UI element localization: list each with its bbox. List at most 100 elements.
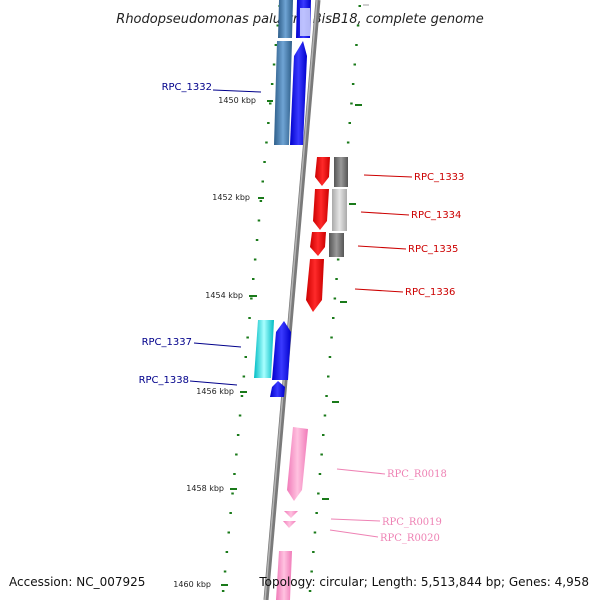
rna-bottom[interactable] bbox=[276, 551, 292, 600]
forward-cds-rpc-1337[interactable] bbox=[272, 321, 291, 380]
tick-dot bbox=[231, 492, 234, 495]
tick-dot bbox=[246, 336, 249, 339]
tick-dot bbox=[320, 453, 323, 456]
tick-marks-left bbox=[221, 5, 281, 592]
tick-label-1452: 1452 kbp bbox=[212, 193, 250, 202]
gene-label-rpc-r0019[interactable]: RPC_R0019 bbox=[382, 517, 442, 528]
tick-dot bbox=[318, 473, 322, 475]
tick-dot bbox=[336, 258, 340, 261]
gene-label-rpc-1335[interactable]: RPC_1335 bbox=[408, 244, 458, 255]
tick-dot bbox=[236, 434, 240, 436]
tick-dot bbox=[235, 453, 238, 456]
genome-backbone-highlight bbox=[264, 0, 318, 600]
tick-label-1450: 1450 kbp bbox=[218, 96, 256, 105]
tick-dot bbox=[327, 375, 330, 378]
tick-dot bbox=[248, 317, 251, 319]
tick-label-1454: 1454 kbp bbox=[205, 291, 243, 300]
tick-dot bbox=[312, 551, 315, 553]
gene-label-rpc-r0020[interactable]: RPC_R0020 bbox=[380, 533, 440, 544]
tick-dot bbox=[323, 414, 327, 417]
tick-dot bbox=[272, 63, 276, 66]
tick-dot bbox=[315, 512, 318, 514]
tick-dot bbox=[313, 531, 317, 534]
tick-dot bbox=[346, 141, 350, 144]
reverse-cds-rpc-1333[interactable] bbox=[315, 157, 330, 186]
selection-highlight bbox=[300, 8, 310, 36]
tick-dot bbox=[274, 44, 278, 46]
tick-dot bbox=[221, 590, 225, 592]
tick-dot bbox=[223, 570, 227, 573]
tick-dot bbox=[335, 278, 338, 280]
tick-dot bbox=[244, 356, 247, 358]
tick-dot bbox=[328, 356, 332, 358]
tick-dot bbox=[308, 590, 312, 592]
accession-text: Accession: NC_007925 bbox=[9, 575, 145, 589]
tick-dot bbox=[252, 278, 255, 280]
leader-line-rpc-1332 bbox=[212, 89, 262, 93]
rna-rpc-r0020[interactable] bbox=[283, 521, 296, 528]
separator-mark bbox=[363, 4, 369, 6]
rna-rpc-r0019[interactable] bbox=[284, 511, 298, 518]
tick-dot bbox=[276, 24, 279, 27]
tick-dot bbox=[242, 375, 246, 378]
tick-dot bbox=[332, 317, 335, 319]
blast-hit-rpc-1337[interactable] bbox=[254, 320, 274, 378]
reverse-cds-rpc-1334[interactable] bbox=[313, 189, 329, 230]
tick-dot bbox=[255, 239, 259, 241]
reverse-cds-rpc-1336[interactable] bbox=[306, 259, 324, 312]
gene-label-rpc-1332[interactable]: RPC_1332 bbox=[162, 82, 212, 93]
tick-dot bbox=[267, 122, 270, 124]
tick-dot bbox=[229, 512, 232, 514]
blast-hit-top[interactable] bbox=[278, 0, 293, 38]
gene-label-rpc-1333[interactable]: RPC_1333 bbox=[414, 172, 464, 183]
gene-label-rpc-1337[interactable]: RPC_1337 bbox=[142, 337, 192, 348]
tick-dot bbox=[330, 336, 333, 339]
tick-dot bbox=[253, 258, 257, 261]
tick-dot bbox=[310, 570, 313, 573]
tick-dot bbox=[250, 297, 253, 300]
leader-line-rpc-1337 bbox=[193, 342, 242, 348]
tick-dot bbox=[358, 5, 361, 7]
tick-dot bbox=[238, 414, 242, 417]
leader-line-rpc-1336 bbox=[354, 288, 404, 293]
major-ticks bbox=[221, 100, 362, 586]
summary-text: Topology: circular; Length: 5,513,844 bp… bbox=[258, 575, 589, 589]
tick-dot bbox=[356, 24, 360, 27]
blast-hit-rpc-1332[interactable] bbox=[274, 41, 292, 145]
leader-line-rpc-r0020 bbox=[329, 529, 379, 538]
forward-cds-rpc-1332[interactable] bbox=[290, 41, 307, 145]
tick-dot bbox=[333, 297, 337, 300]
forward-cds-rpc-1338[interactable] bbox=[270, 381, 285, 397]
blast-hit-rpc-1334[interactable] bbox=[332, 189, 347, 231]
tick-dot bbox=[269, 102, 272, 105]
tick-dot bbox=[351, 83, 355, 85]
leader-line-rpc-r0018 bbox=[336, 468, 386, 475]
tick-dot bbox=[259, 200, 263, 202]
tick-dot bbox=[261, 180, 264, 183]
blast-hit-rpc-1335[interactable] bbox=[329, 233, 344, 257]
tick-dot bbox=[227, 531, 230, 534]
leader-line-rpc-1334 bbox=[360, 211, 410, 216]
leader-line-rpc-1335 bbox=[357, 245, 407, 250]
rna-rpc-r0018[interactable] bbox=[287, 427, 308, 501]
tick-dot bbox=[353, 63, 356, 66]
leader-line-rpc-1333 bbox=[363, 174, 413, 178]
tick-dot bbox=[350, 102, 353, 105]
tick-dot bbox=[322, 434, 325, 436]
gene-label-rpc-r0018[interactable]: RPC_R0018 bbox=[387, 469, 447, 480]
reverse-cds-rpc-1335[interactable] bbox=[310, 232, 326, 256]
blast-hit-rpc-1333[interactable] bbox=[334, 157, 348, 187]
tick-label-1458: 1458 kbp bbox=[186, 484, 224, 493]
tick-dot bbox=[325, 395, 328, 397]
gene-label-rpc-1334[interactable]: RPC_1334 bbox=[411, 210, 461, 221]
genome-backbone bbox=[263, 0, 321, 600]
gene-label-rpc-1336[interactable]: RPC_1336 bbox=[405, 287, 455, 298]
tick-dot bbox=[270, 83, 274, 85]
tick-dot bbox=[225, 551, 229, 553]
gene-label-rpc-1338[interactable]: RPC_1338 bbox=[139, 375, 189, 386]
tick-label-1460: 1460 kbp bbox=[173, 580, 211, 589]
tick-dot bbox=[348, 122, 351, 124]
tick-dot bbox=[257, 219, 261, 222]
tick-dot bbox=[317, 492, 320, 495]
